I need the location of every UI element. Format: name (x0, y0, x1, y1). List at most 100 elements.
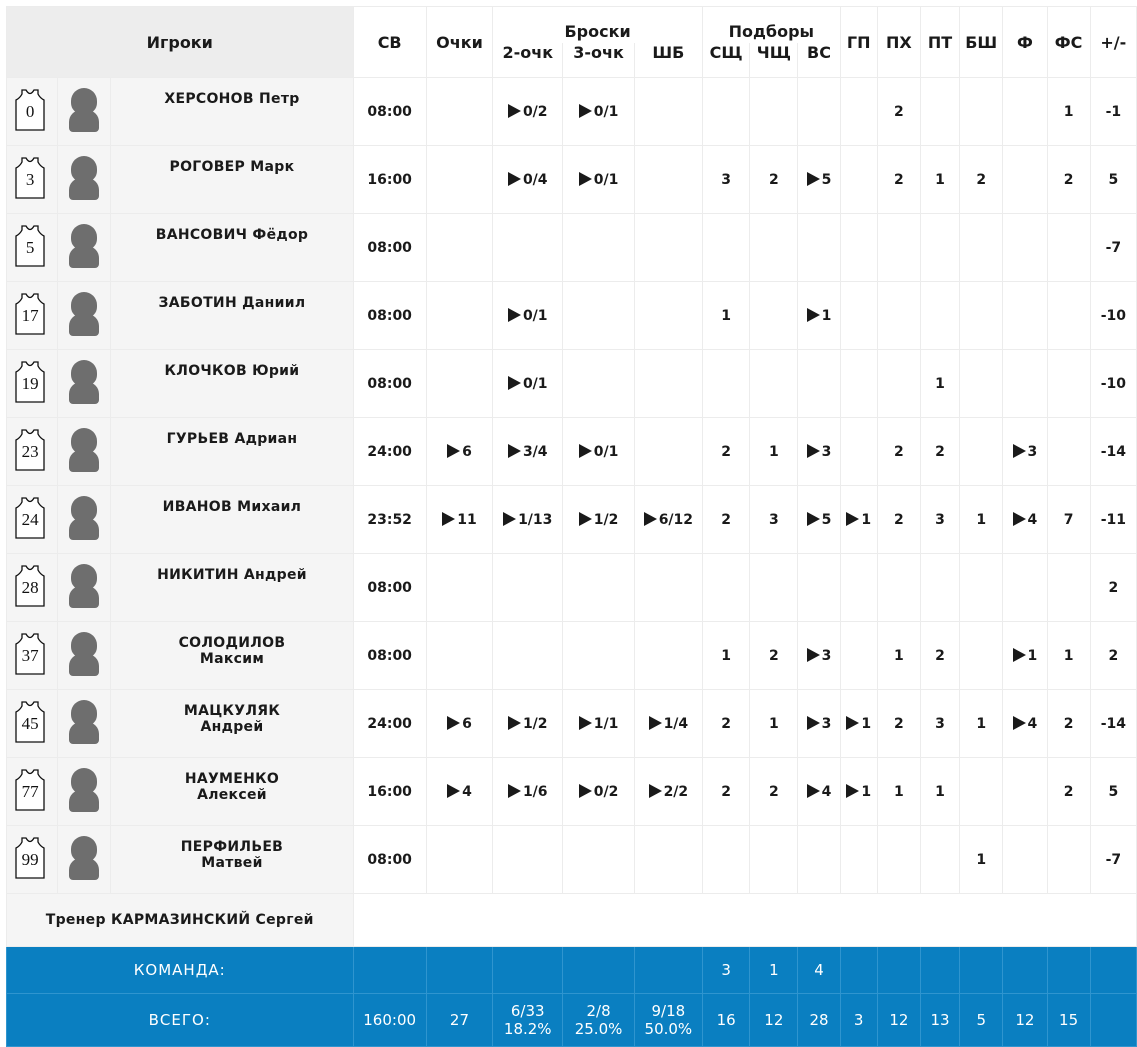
player-name-cell[interactable]: ГУРЬЕВ Адриан (110, 417, 354, 486)
player-name-line1[interactable]: ПЕРФИЛЬЕВ (180, 839, 284, 855)
play-arrow-icon[interactable] (578, 103, 592, 118)
play-arrow-icon[interactable] (806, 511, 820, 526)
play-arrow-icon[interactable] (507, 783, 521, 798)
play-arrow-icon[interactable] (648, 783, 662, 798)
header-plus-minus[interactable]: +/- (1089, 6, 1137, 78)
player-name-cell[interactable]: СОЛОДИЛОВ Максим (110, 621, 354, 690)
header-points[interactable]: Очки (425, 6, 494, 78)
player-row[interactable]: 24 ИВАНОВ Михаил 23:52 11 1/13 1/2 6/12 2 3 5 1 2 3 1… (5, 485, 1137, 554)
play-arrow-icon[interactable] (578, 171, 592, 186)
stat-total-rebounds[interactable]: 1 (797, 281, 841, 350)
player-name-cell[interactable]: ВАНСОВИЧ Фёдор (110, 213, 354, 282)
play-arrow-icon[interactable] (846, 715, 860, 730)
player-row[interactable]: 17 ЗАБОТИН Даниил 08:00 0/1 1 1 -10 (5, 281, 1137, 350)
stat-fouls[interactable]: 1 (1002, 621, 1048, 690)
stat-three-point[interactable]: 1/1 (562, 689, 635, 758)
stat-three-point[interactable]: 0/2 (562, 757, 635, 826)
play-arrow-icon[interactable] (846, 783, 860, 798)
player-name-line1[interactable]: ИВАНОВ Михаил (162, 499, 302, 515)
player-name-line2[interactable]: Андрей (200, 719, 264, 735)
stat-total-rebounds[interactable]: 5 (797, 145, 841, 214)
player-name-line1[interactable]: РОГОВЕР Марк (169, 159, 295, 175)
play-arrow-icon[interactable] (1012, 443, 1026, 458)
play-arrow-icon[interactable] (442, 511, 456, 526)
player-name-line2[interactable]: Алексей (197, 787, 267, 803)
play-arrow-icon[interactable] (1012, 715, 1026, 730)
player-name-cell[interactable]: ЗАБОТИН Даниил (110, 281, 354, 350)
header-fouls[interactable]: Ф (1002, 6, 1048, 78)
play-arrow-icon[interactable] (507, 375, 521, 390)
header-turnovers[interactable]: ПТ (919, 6, 961, 78)
play-arrow-icon[interactable] (507, 171, 521, 186)
player-row[interactable]: 77 НАУМЕНКО Алексей 16:00 4 1/6 0/2 2/2 2 2 4 1 1 1 2 5 (5, 757, 1137, 826)
stat-assists[interactable]: 1 (839, 757, 878, 826)
coach-name[interactable]: Тренер КАРМАЗИНСКИЙ Сергей (6, 893, 354, 947)
player-name-cell[interactable]: КЛОЧКОВ Юрий (110, 349, 354, 418)
player-row[interactable]: 0 ХЕРСОНОВ Петр 08:00 0/2 0/1 2 1 -1 (5, 77, 1137, 146)
stat-two-point[interactable]: 0/1 (492, 349, 564, 418)
play-arrow-icon[interactable] (806, 443, 820, 458)
play-arrow-icon[interactable] (578, 443, 592, 458)
stat-assists[interactable]: 1 (839, 485, 878, 554)
play-arrow-icon[interactable] (806, 783, 820, 798)
play-arrow-icon[interactable] (578, 783, 592, 798)
player-row[interactable]: 3 РОГОВЕР Марк 16:00 0/4 0/1 3 2 5 2 1 2 2 5 (5, 145, 1137, 214)
stat-free-throws[interactable]: 1/4 (633, 689, 704, 758)
play-arrow-icon[interactable] (1012, 647, 1026, 662)
header-assists[interactable]: ГП (839, 6, 878, 78)
stat-three-point[interactable]: 0/1 (562, 145, 635, 214)
stat-two-point[interactable]: 1/6 (492, 757, 564, 826)
player-name-line1[interactable]: МАЦКУЛЯК (183, 703, 281, 719)
stat-total-rebounds[interactable]: 3 (797, 621, 841, 690)
player-name-cell[interactable]: МАЦКУЛЯК Андрей (110, 689, 354, 758)
play-arrow-icon[interactable] (806, 647, 820, 662)
stat-fouls[interactable]: 4 (1002, 485, 1048, 554)
player-row[interactable]: 19 КЛОЧКОВ Юрий 08:00 0/1 1 -10 (5, 349, 1137, 418)
player-name-line1[interactable]: НИКИТИН Андрей (157, 567, 307, 583)
play-arrow-icon[interactable] (578, 511, 592, 526)
player-name-cell[interactable]: ИВАНОВ Михаил (110, 485, 354, 554)
play-arrow-icon[interactable] (507, 307, 521, 322)
play-arrow-icon[interactable] (447, 715, 461, 730)
header-def-rebounds[interactable]: СЩ (702, 43, 751, 78)
play-arrow-icon[interactable] (507, 715, 521, 730)
player-name-line1[interactable]: НАУМЕНКО (184, 771, 280, 787)
player-name-cell[interactable]: РОГОВЕР Марк (110, 145, 354, 214)
play-arrow-icon[interactable] (578, 715, 592, 730)
player-row[interactable]: 28 НИКИТИН Андрей 08:00 2 (5, 553, 1137, 622)
player-name-cell[interactable]: ПЕРФИЛЬЕВ Матвей (110, 825, 354, 894)
stat-points[interactable]: 11 (425, 485, 494, 554)
play-arrow-icon[interactable] (447, 443, 461, 458)
stat-points[interactable]: 4 (425, 757, 494, 826)
player-name-line1[interactable]: СОЛОДИЛОВ (178, 635, 286, 651)
play-arrow-icon[interactable] (1012, 511, 1026, 526)
stat-total-rebounds[interactable]: 3 (797, 689, 841, 758)
stat-three-point[interactable]: 0/1 (562, 417, 635, 486)
header-free-throws[interactable]: ШБ (633, 43, 704, 78)
header-two-point[interactable]: 2-очк (492, 43, 564, 78)
player-name-line1[interactable]: ВАНСОВИЧ Фёдор (155, 227, 309, 243)
player-row[interactable]: 99 ПЕРФИЛЬЕВ Матвей 08:00 1 -7 (5, 825, 1137, 894)
play-arrow-icon[interactable] (806, 171, 820, 186)
play-arrow-icon[interactable] (507, 103, 521, 118)
stat-free-throws[interactable]: 2/2 (633, 757, 704, 826)
player-row[interactable]: 37 СОЛОДИЛОВ Максим 08:00 1 2 3 1 2 1 1 2 (5, 621, 1137, 690)
stat-points[interactable]: 6 (425, 689, 494, 758)
play-arrow-icon[interactable] (806, 715, 820, 730)
stat-total-rebounds[interactable]: 4 (797, 757, 841, 826)
stat-two-point[interactable]: 0/1 (492, 281, 564, 350)
stat-total-rebounds[interactable]: 3 (797, 417, 841, 486)
header-minutes[interactable]: СВ (352, 6, 427, 78)
player-name-cell[interactable]: НИКИТИН Андрей (110, 553, 354, 622)
stat-two-point[interactable]: 1/2 (492, 689, 564, 758)
stat-three-point[interactable]: 0/1 (562, 77, 635, 146)
header-total-rebounds[interactable]: ВС (797, 43, 841, 78)
play-arrow-icon[interactable] (846, 511, 860, 526)
play-arrow-icon[interactable] (806, 307, 820, 322)
player-name-line1[interactable]: КЛОЧКОВ Юрий (164, 363, 300, 379)
stat-fouls[interactable]: 3 (1002, 417, 1048, 486)
stat-two-point[interactable]: 0/4 (492, 145, 564, 214)
stat-two-point[interactable]: 3/4 (492, 417, 564, 486)
player-row[interactable]: 45 МАЦКУЛЯК Андрей 24:00 6 1/2 1/1 1/4 2 1 3 1 2 3 1 4 2… (5, 689, 1137, 758)
stat-points[interactable]: 6 (425, 417, 494, 486)
